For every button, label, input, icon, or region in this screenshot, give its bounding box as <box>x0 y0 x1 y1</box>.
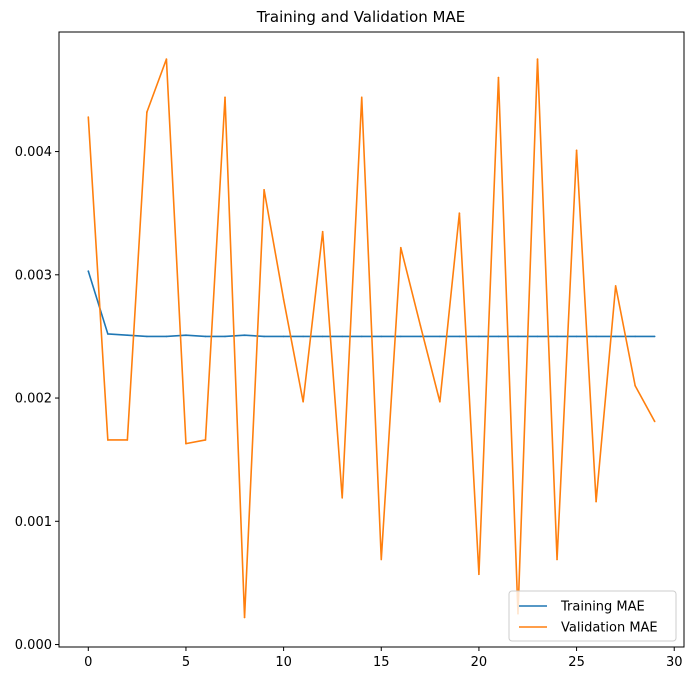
validation-mae-point <box>282 298 285 301</box>
axes-frame <box>58 31 685 648</box>
validation-mae-point <box>595 500 597 503</box>
legend-label-training-mae: Training MAE <box>560 600 645 615</box>
validation-mae-point <box>556 558 558 561</box>
training-mae-point <box>165 335 168 338</box>
training-mae-point <box>341 335 344 338</box>
x-tick-label: 10 <box>275 655 292 670</box>
validation-mae-point <box>575 149 578 152</box>
training-mae-point <box>439 335 441 338</box>
training-mae-point <box>243 334 246 336</box>
legend-box <box>508 590 677 642</box>
training-mae-point <box>87 270 90 272</box>
validation-mae-point <box>243 616 246 619</box>
training-mae-point <box>380 335 383 338</box>
validation-mae-point <box>634 384 636 387</box>
validation-mae-point <box>536 58 539 60</box>
validation-mae-point <box>165 58 168 60</box>
validation-mae-point <box>321 230 324 233</box>
training-mae-point <box>185 334 187 336</box>
training-mae-point <box>321 335 324 338</box>
training-mae-point <box>614 335 617 338</box>
training-mae-point <box>556 335 558 338</box>
validation-mae-point <box>478 573 480 576</box>
training-mae-point <box>478 335 480 338</box>
x-tick-label: 30 <box>666 655 683 670</box>
validation-mae-point <box>302 400 304 403</box>
training-mae-point <box>634 335 636 338</box>
y-axis: 0.000 0.001 0.002 0.003 0.004 <box>15 145 59 653</box>
x-tick-label: 5 <box>182 655 190 670</box>
validation-mae-point <box>185 442 187 445</box>
training-mae-point <box>302 335 304 338</box>
training-mae-point <box>360 335 363 338</box>
validation-mae-point <box>497 76 500 79</box>
training-mae-point <box>458 335 461 338</box>
x-tick-label: 0 <box>84 655 92 670</box>
legend-label-validation-mae: Validation MAE <box>561 621 658 636</box>
validation-mae-point <box>263 188 265 191</box>
validation-mae-point <box>224 96 226 99</box>
training-mae-point <box>224 335 226 338</box>
validation-mae-point <box>360 96 363 99</box>
validation-mae-line <box>87 58 656 619</box>
validation-mae-point <box>399 246 402 249</box>
y-tick-label: 0.000 <box>15 638 52 653</box>
validation-mae-point <box>341 497 344 499</box>
training-mae-point <box>107 333 109 335</box>
training-mae-point <box>146 335 148 338</box>
validation-mae-point <box>419 324 422 327</box>
training-mae-point <box>419 335 422 338</box>
validation-mae-point <box>653 420 656 423</box>
validation-mae-point <box>614 285 617 287</box>
chart-title: Training and Validation MAE <box>256 8 465 26</box>
validation-mae-point <box>458 212 461 214</box>
training-mae-point <box>399 335 402 338</box>
y-tick-label: 0.003 <box>15 268 52 283</box>
training-mae-point <box>517 335 519 338</box>
x-tick-label: 15 <box>373 655 390 670</box>
training-mae-point <box>204 335 207 338</box>
training-mae-point <box>575 335 578 338</box>
y-tick-label: 0.004 <box>15 145 52 160</box>
validation-mae-point <box>87 116 90 118</box>
validation-mae-point <box>107 439 109 441</box>
x-axis: 0 5 10 15 20 25 30 <box>84 647 683 670</box>
validation-mae-point <box>439 400 441 403</box>
training-mae-point <box>263 335 265 338</box>
validation-mae-point <box>126 439 129 441</box>
y-tick-label: 0.002 <box>15 392 52 407</box>
validation-mae-point <box>380 558 383 561</box>
x-tick-label: 20 <box>471 655 488 670</box>
x-tick-label: 25 <box>568 655 585 670</box>
legend: Training MAE Validation MAE <box>508 590 677 642</box>
training-mae-point <box>126 334 129 336</box>
training-mae-point <box>497 335 500 338</box>
training-mae-point <box>595 335 597 338</box>
training-mae-point <box>282 335 285 338</box>
validation-mae-point <box>204 439 207 441</box>
y-tick-label: 0.001 <box>15 515 52 530</box>
training-mae-point <box>536 335 539 338</box>
training-mae-point <box>653 335 656 338</box>
validation-mae-point <box>146 111 148 113</box>
